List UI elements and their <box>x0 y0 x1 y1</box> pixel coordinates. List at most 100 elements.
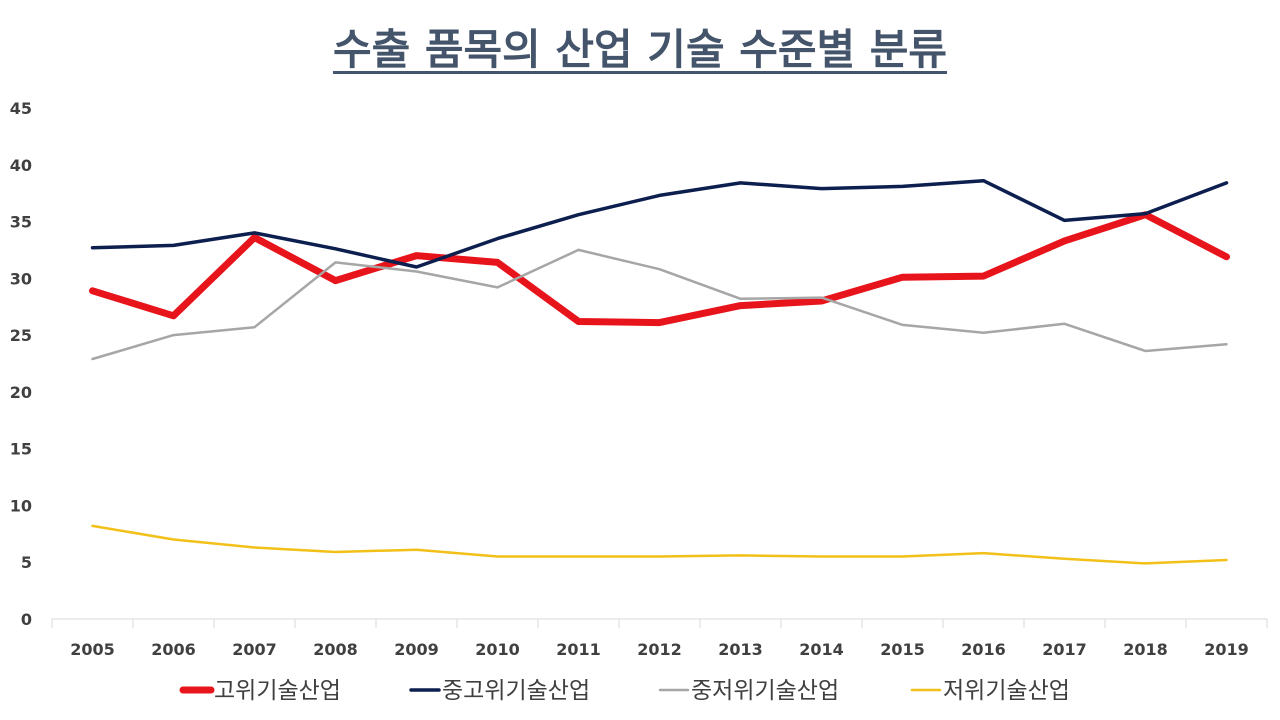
series-1 <box>89 211 1230 327</box>
data-point <box>981 178 987 184</box>
data-point <box>576 247 582 253</box>
x-tick-label: 2007 <box>232 640 277 659</box>
y-tick-label: 40 <box>10 156 32 175</box>
x-tick-label: 2009 <box>394 640 439 659</box>
data-point <box>90 356 96 362</box>
data-point <box>171 537 177 543</box>
data-point <box>1224 341 1230 347</box>
data-point <box>252 230 258 236</box>
legend-item: 중저위기술산업 <box>658 678 839 704</box>
series-line <box>90 178 1229 269</box>
data-point <box>738 303 744 309</box>
series-line <box>91 524 1228 565</box>
data-point <box>90 245 96 251</box>
data-point <box>657 320 663 326</box>
x-tick-label: 2011 <box>556 640 601 659</box>
data-point <box>1062 217 1068 223</box>
data-point <box>495 259 501 265</box>
data-point <box>333 246 339 252</box>
y-tick-label: 15 <box>10 440 32 459</box>
y-axis: 0 5 10 15 20 25 30 35 40 45 <box>10 99 32 629</box>
data-point <box>576 318 582 324</box>
data-point <box>981 273 987 279</box>
data-point <box>1224 254 1230 260</box>
y-tick-label: 25 <box>10 326 32 345</box>
legend-label: 고위기술산업 <box>214 678 341 704</box>
data-point <box>90 288 96 294</box>
data-point <box>576 212 582 218</box>
y-tick-label: 5 <box>21 553 32 572</box>
data-point <box>90 523 96 529</box>
data-point <box>657 554 663 560</box>
data-point <box>819 186 825 192</box>
x-tick-label: 2017 <box>1042 640 1087 659</box>
data-point <box>738 552 744 558</box>
x-tick-label: 2008 <box>313 640 358 659</box>
legend-label: 중저위기술산업 <box>691 678 839 704</box>
x-tick-label: 2012 <box>637 640 682 659</box>
series-line <box>91 248 1228 361</box>
data-point <box>495 284 501 290</box>
series-2 <box>90 178 1230 269</box>
data-point <box>1224 180 1230 186</box>
data-point <box>495 554 501 560</box>
x-tick-label: 2013 <box>718 640 763 659</box>
x-tick-label: 2010 <box>475 640 520 659</box>
series-layer <box>89 178 1230 566</box>
data-point <box>171 332 177 338</box>
x-axis: 2005 2006 2007 2008 2009 2010 2011 2012 2013 2014… <box>51 618 1268 659</box>
data-point <box>900 274 906 280</box>
data-point <box>1062 321 1068 327</box>
y-tick-label: 10 <box>10 496 32 515</box>
legend-label: 저위기술산업 <box>943 678 1070 704</box>
data-point <box>495 236 501 242</box>
data-point <box>1143 560 1149 566</box>
legend: 고위기술산업 중고위기술산업 중저위기술산업 저위기술산업 <box>179 678 1070 704</box>
data-point <box>333 278 339 284</box>
data-point <box>414 547 420 553</box>
data-point <box>252 544 258 550</box>
legend-label: 중고위기술산업 <box>442 678 590 704</box>
data-point <box>333 259 339 265</box>
data-point <box>1062 238 1068 244</box>
x-tick-label: 2016 <box>961 640 1006 659</box>
x-tick-label: 2019 <box>1204 640 1249 659</box>
x-tick-label: 2015 <box>880 640 925 659</box>
data-point <box>738 180 744 186</box>
series-4 <box>90 523 1230 566</box>
data-point <box>1224 557 1230 563</box>
legend-item: 고위기술산업 <box>179 678 341 704</box>
data-point <box>657 192 663 198</box>
data-point <box>252 324 258 330</box>
y-tick-label: 0 <box>21 610 32 629</box>
data-point <box>900 322 906 328</box>
data-point <box>819 295 825 301</box>
chart-title: 수출 품목의 산업 기술 수준별 분류 <box>332 25 948 74</box>
y-tick-label: 30 <box>10 269 32 288</box>
data-point <box>981 330 987 336</box>
data-point <box>171 242 177 248</box>
legend-item: 저위기술산업 <box>910 678 1070 704</box>
y-tick-label: 45 <box>10 99 32 118</box>
data-point <box>1143 211 1149 217</box>
data-point <box>819 554 825 560</box>
data-point <box>1143 348 1149 354</box>
data-point <box>414 269 420 275</box>
data-point <box>1062 556 1068 562</box>
y-tick-label: 20 <box>10 383 32 402</box>
x-tick-label: 2018 <box>1123 640 1168 659</box>
data-point <box>900 183 906 189</box>
x-tick-label: 2005 <box>70 640 115 659</box>
data-point <box>900 554 906 560</box>
data-point <box>738 296 744 302</box>
y-tick-label: 35 <box>10 213 32 232</box>
data-point <box>576 554 582 560</box>
data-point <box>414 253 420 259</box>
series-line <box>89 211 1230 327</box>
x-tick-label: 2014 <box>799 640 844 659</box>
data-point <box>333 549 339 555</box>
data-point <box>171 313 177 319</box>
data-point <box>981 550 987 556</box>
